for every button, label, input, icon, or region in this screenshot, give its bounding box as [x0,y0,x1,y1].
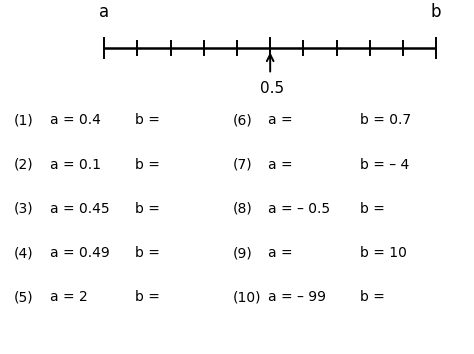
Text: b =: b = [135,246,160,260]
Text: b =: b = [135,202,160,216]
Text: b =: b = [135,290,160,304]
Text: (5): (5) [14,290,34,304]
Text: a = 0.1: a = 0.1 [50,158,101,172]
Text: a = 0.45: a = 0.45 [50,202,109,216]
Text: (3): (3) [14,202,34,216]
Text: b = 10: b = 10 [360,246,407,260]
Text: b =: b = [135,158,160,172]
Text: a =: a = [268,158,292,172]
Text: b = 0.7: b = 0.7 [360,113,411,127]
Text: a =: a = [268,113,292,127]
Text: (6): (6) [232,113,252,127]
Text: b =: b = [360,290,385,304]
Text: 0.5: 0.5 [261,81,284,96]
Text: b = – 4: b = – 4 [360,158,410,172]
Text: (4): (4) [14,246,34,260]
Text: (8): (8) [232,202,252,216]
Text: a = 0.4: a = 0.4 [50,113,100,127]
Text: a =: a = [268,246,292,260]
Text: (7): (7) [232,158,252,172]
Text: (9): (9) [232,246,252,260]
Text: (1): (1) [14,113,34,127]
Text: b =: b = [135,113,160,127]
Text: a = – 99: a = – 99 [268,290,326,304]
Text: (10): (10) [232,290,261,304]
Text: (2): (2) [14,158,34,172]
Text: b =: b = [360,202,385,216]
Text: a: a [99,3,109,21]
Text: a = 0.49: a = 0.49 [50,246,109,260]
Text: b: b [431,3,441,21]
Text: a = – 0.5: a = – 0.5 [268,202,330,216]
Text: a = 2: a = 2 [50,290,88,304]
